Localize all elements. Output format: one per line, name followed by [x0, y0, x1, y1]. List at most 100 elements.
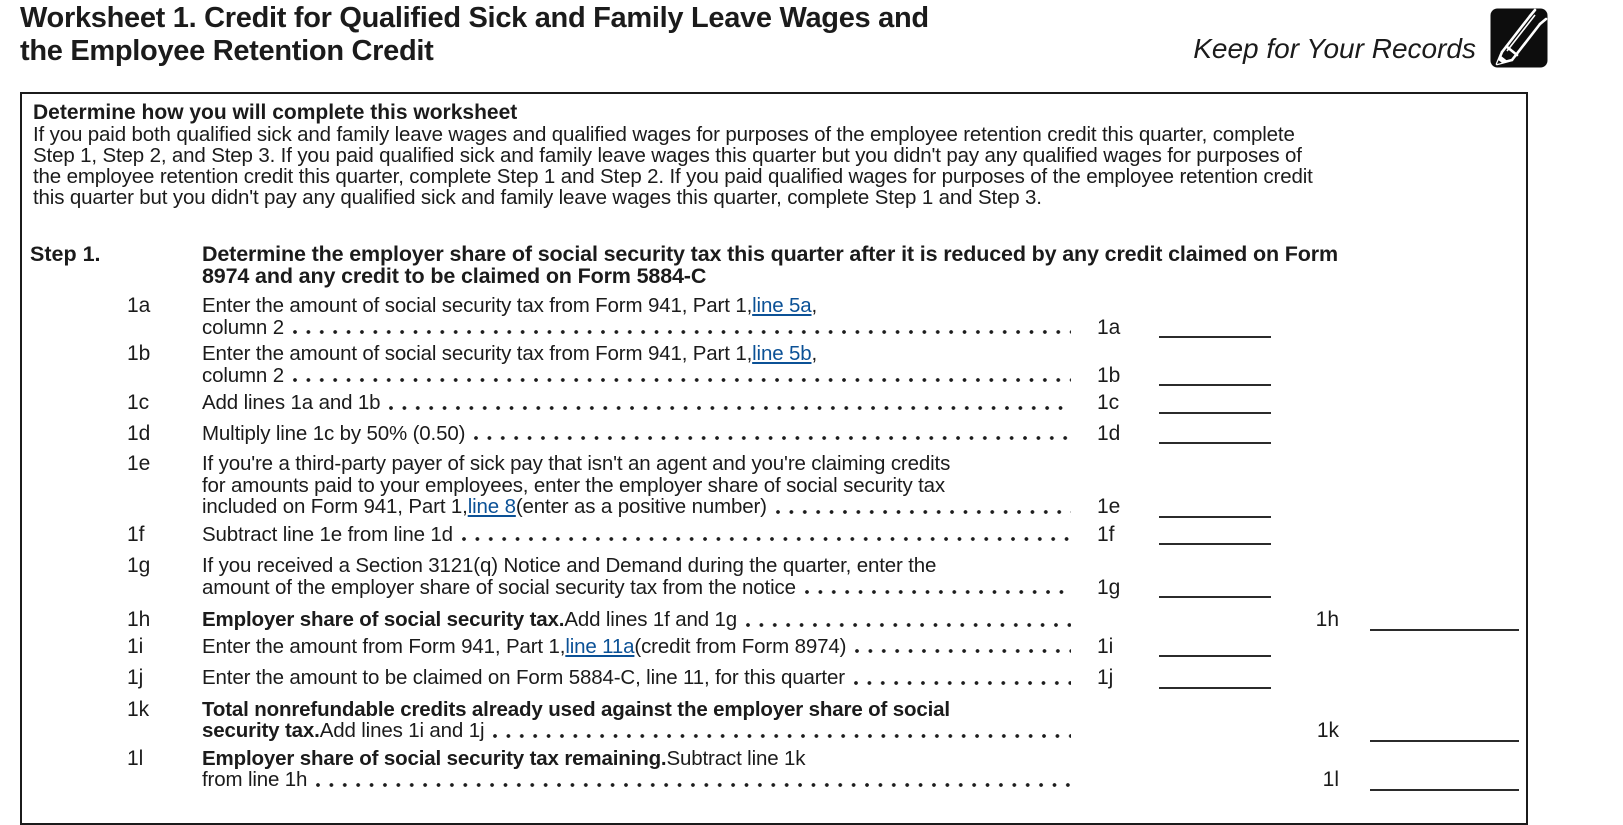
amount-entry-1a[interactable]	[1159, 328, 1271, 338]
description-text: amount of the employer share of social s…	[202, 575, 796, 599]
description-text: Enter the amount of social security tax …	[202, 342, 753, 365]
amount-label-col2-1k: 1k	[1316, 719, 1339, 742]
description-line: Multiply line 1c by 50% (0.50)	[202, 421, 1077, 445]
amount-label-col2-1h: 1h	[1315, 608, 1339, 631]
description-text: Total nonrefundable credits already used…	[202, 697, 950, 721]
description-line: column 2	[202, 364, 1077, 387]
link-line-5b[interactable]: line 5b	[752, 342, 812, 365]
line-description-1e: If you're a third-party payer of sick pa…	[202, 453, 1077, 518]
worksheet-row-1l: 1l Employer share of social security tax …	[30, 746, 1526, 791]
description-line: for amounts paid to your employees, ente…	[202, 473, 1077, 497]
amount-entry-1h[interactable]	[1370, 621, 1519, 631]
description-text: Multiply line 1c by 50% (0.50)	[202, 421, 466, 445]
amount-label-col1-1c: 1c	[1097, 391, 1120, 414]
worksheet-row-1d: 1d Multiply line 1c by 50% (0.50) 1d	[30, 421, 1526, 445]
line-description-1k: Total nonrefundable credits already used…	[202, 697, 1077, 742]
amount-entry-1d[interactable]	[1159, 434, 1271, 444]
description-line: Enter the amount of social security tax …	[202, 343, 1077, 365]
description-text: security tax.	[202, 719, 320, 742]
worksheet-row-1b: 1b Enter the amount of social security ta…	[30, 343, 1526, 386]
worksheet-title-line1: Worksheet 1. Credit for Qualified Sick a…	[20, 2, 929, 34]
line-description-1d: Multiply line 1c by 50% (0.50)	[202, 421, 1077, 445]
step1-heading-row: Step 1. Determine the employer share of …	[30, 242, 1526, 288]
dotted-leader	[775, 509, 1071, 514]
description-line: amount of the employer share of social s…	[202, 575, 1077, 599]
amount-label-col1-1e: 1e	[1097, 495, 1121, 518]
line-description-1h: Employer share of social security tax. A…	[202, 609, 1077, 631]
description-text: Add lines 1i and 1j	[319, 719, 485, 742]
description-text: Enter the amount of social security tax …	[202, 294, 753, 317]
description-line: Enter the amount from Form 941, Part 1, …	[202, 634, 1077, 658]
line-description-1b: Enter the amount of social security tax …	[202, 343, 1077, 386]
intro-body: If you paid both qualified sick and fami…	[33, 124, 1526, 208]
amount-entry-1g[interactable]	[1159, 588, 1271, 598]
step1-heading-line-1: Determine the employer share of social s…	[202, 242, 1338, 266]
line-description-1i: Enter the amount from Form 941, Part 1, …	[202, 634, 1077, 658]
description-line: Enter the amount to be claimed on Form 5…	[202, 667, 1077, 689]
description-text: Subtract line 1k	[666, 746, 806, 770]
description-line: If you received a Section 3121(q) Notice…	[202, 555, 1077, 577]
step1-items: 1a Enter the amount of social security ta…	[30, 295, 1526, 791]
description-line: If you're a third-party payer of sick pa…	[202, 453, 1077, 475]
description-line: Add lines 1a and 1b	[202, 392, 1077, 414]
description-text: column 2	[202, 315, 284, 339]
description-text: (credit from Form 8974)	[634, 634, 847, 658]
line-number-1d: 1d	[127, 421, 151, 445]
link-line-11a[interactable]: line 11a	[565, 634, 635, 658]
description-text: Enter the amount to be claimed on Form 5…	[202, 666, 845, 689]
line-description-1f: Subtract line 1e from line 1d	[202, 523, 1077, 546]
amount-label-col1-1f: 1f	[1097, 522, 1115, 546]
amount-entry-1e[interactable]	[1159, 508, 1271, 518]
dotted-leader	[389, 405, 1071, 410]
dotted-leader	[493, 733, 1071, 738]
dotted-leader	[292, 330, 1071, 334]
worksheet-row-1k: 1k Total nonrefundable credits already us…	[30, 697, 1526, 742]
line-description-1c: Add lines 1a and 1b	[202, 392, 1077, 414]
pencil-icon	[1490, 8, 1548, 68]
line-number-1l: 1l	[127, 746, 144, 770]
description-text: If you received a Section 3121(q) Notice…	[202, 554, 937, 577]
description-line: from line 1h	[202, 769, 1077, 791]
step1-heading-line-2: 8974 and any credit to be claimed on For…	[202, 263, 707, 288]
line-number-1e: 1e	[127, 452, 151, 475]
amount-entry-1j[interactable]	[1159, 679, 1271, 689]
line-description-1g: If you received a Section 3121(q) Notice…	[202, 555, 1077, 598]
amount-entry-1i[interactable]	[1159, 647, 1271, 657]
worksheet-row-1a: 1a Enter the amount of social security ta…	[30, 295, 1526, 338]
worksheet-row-1f: 1f Subtract line 1e from line 1d 1f	[30, 522, 1526, 546]
description-text: ,	[811, 342, 818, 365]
dotted-leader	[474, 436, 1071, 440]
intro-body-line-1: If you paid both qualified sick and fami…	[33, 123, 1295, 146]
amount-label-col1-1g: 1g	[1097, 575, 1121, 599]
link-line-8[interactable]: line 8	[467, 495, 516, 518]
line-description-1j: Enter the amount to be claimed on Form 5…	[202, 667, 1077, 689]
amount-entry-1c[interactable]	[1159, 404, 1271, 414]
description-text: included on Form 941, Part 1,	[202, 495, 468, 518]
description-line: Enter the amount of social security tax …	[202, 295, 1077, 317]
link-line-5a[interactable]: line 5a	[752, 294, 812, 317]
worksheet-title: Worksheet 1. Credit for Qualified Sick a…	[20, 2, 1193, 68]
description-line: included on Form 941, Part 1, line 8 (en…	[202, 496, 1077, 518]
dotted-leader	[292, 378, 1071, 382]
description-line: Employer share of social security tax re…	[202, 746, 1077, 770]
line-number-1k: 1k	[127, 697, 150, 721]
amount-entry-1l[interactable]	[1370, 781, 1519, 791]
intro-section: Determine how you will complete this wor…	[33, 102, 1526, 209]
amount-label-col1-1a: 1a	[1097, 315, 1121, 339]
line-number-1a: 1a	[127, 294, 151, 317]
line-number-1h: 1h	[127, 608, 151, 631]
line-number-1b: 1b	[127, 342, 151, 365]
line-description-1l: Employer share of social security tax re…	[202, 746, 1077, 791]
step1-heading: Determine the employer share of social s…	[202, 242, 1526, 288]
description-text: for amounts paid to your employees, ente…	[202, 473, 946, 497]
worksheet-box: Determine how you will complete this wor…	[20, 92, 1528, 825]
amount-entry-1k[interactable]	[1370, 732, 1519, 742]
description-line: Employer share of social security tax. A…	[202, 609, 1077, 631]
dotted-leader	[746, 622, 1071, 627]
dotted-leader	[316, 782, 1071, 787]
worksheet-row-1c: 1c Add lines 1a and 1b 1c	[30, 392, 1526, 414]
amount-entry-1b[interactable]	[1159, 376, 1271, 386]
line-number-1f: 1f	[127, 522, 145, 546]
description-text: ,	[811, 294, 818, 317]
amount-entry-1f[interactable]	[1159, 535, 1271, 545]
